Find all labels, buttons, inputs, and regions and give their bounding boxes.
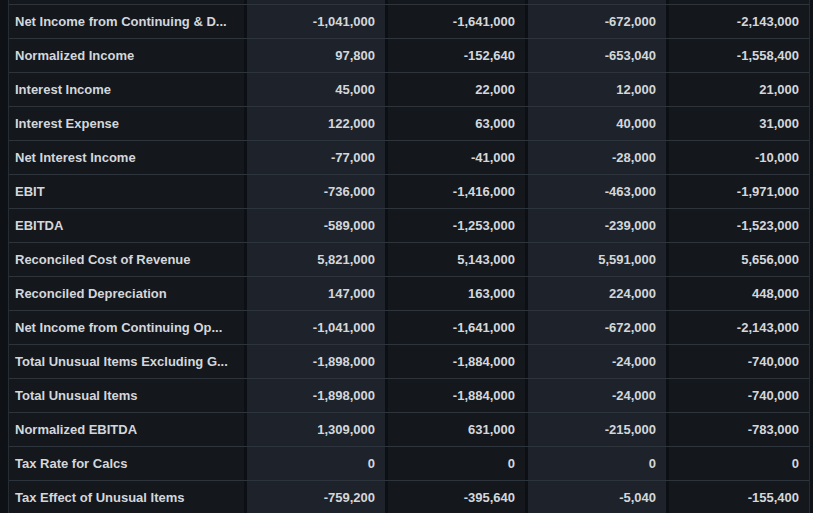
row-label-cell: [9, 0, 244, 4]
row-value: 12,000: [528, 73, 666, 106]
table-row[interactable]: Normalized EBITDA 1,309,000 631,000 -215…: [9, 412, 809, 446]
row-label: Reconciled Cost of Revenue: [9, 243, 244, 276]
row-value: 122,000: [247, 107, 385, 140]
row-value-cell: [388, 0, 525, 4]
row-value: -740,000: [669, 345, 809, 378]
row-value: -239,000: [528, 209, 666, 242]
row-value: 5,591,000: [528, 243, 666, 276]
table-row[interactable]: Tax Effect of Unusual Items -759,200 -39…: [9, 480, 809, 513]
row-value: 5,821,000: [247, 243, 385, 276]
row-label: Normalized Income: [9, 39, 244, 72]
row-label: Interest Income: [9, 73, 244, 106]
row-value: 5,143,000: [388, 243, 525, 276]
row-label: Interest Expense: [9, 107, 244, 140]
row-label: Net Interest Income: [9, 141, 244, 174]
row-value: -653,040: [528, 39, 666, 72]
table-row[interactable]: Interest Income 45,000 22,000 12,000 21,…: [9, 72, 809, 106]
row-value: -1,558,400: [669, 39, 809, 72]
table-row[interactable]: Tax Rate for Calcs 0 0 0 0: [9, 446, 809, 480]
row-value: -672,000: [528, 311, 666, 344]
row-label: Net Income from Continuing & D...: [9, 5, 244, 38]
row-value: 1,309,000: [247, 413, 385, 446]
row-label: Total Unusual Items: [9, 379, 244, 412]
row-value: -740,000: [669, 379, 809, 412]
table-row-partial: [9, 0, 809, 4]
table-row[interactable]: Net Income from Continuing & D... -1,041…: [9, 4, 809, 38]
row-value: -152,640: [388, 39, 525, 72]
row-value: -759,200: [247, 481, 385, 513]
row-value: -1,416,000: [388, 175, 525, 208]
row-value: -41,000: [388, 141, 525, 174]
row-value: 63,000: [388, 107, 525, 140]
row-value: -395,640: [388, 481, 525, 513]
row-value: -1,253,000: [388, 209, 525, 242]
row-label: Total Unusual Items Excluding G...: [9, 345, 244, 378]
row-value: -783,000: [669, 413, 809, 446]
row-value: -1,641,000: [388, 5, 525, 38]
row-value: -736,000: [247, 175, 385, 208]
row-value-cell: [528, 0, 666, 4]
table-row[interactable]: Total Unusual Items -1,898,000 -1,884,00…: [9, 378, 809, 412]
row-value: 0: [669, 447, 809, 480]
table-row[interactable]: Reconciled Cost of Revenue 5,821,000 5,1…: [9, 242, 809, 276]
row-value-cell: [669, 0, 809, 4]
row-value: 0: [388, 447, 525, 480]
row-value-cell: [247, 0, 385, 4]
row-value: 224,000: [528, 277, 666, 310]
row-value: -215,000: [528, 413, 666, 446]
row-value: -463,000: [528, 175, 666, 208]
table-row[interactable]: EBITDA -589,000 -1,253,000 -239,000 -1,5…: [9, 208, 809, 242]
row-value: 147,000: [247, 277, 385, 310]
row-value: 448,000: [669, 277, 809, 310]
row-value: 163,000: [388, 277, 525, 310]
row-label: Tax Rate for Calcs: [9, 447, 244, 480]
row-value: 0: [247, 447, 385, 480]
row-value: -24,000: [528, 379, 666, 412]
row-value: -1,884,000: [388, 345, 525, 378]
row-value: -672,000: [528, 5, 666, 38]
row-value: -589,000: [247, 209, 385, 242]
row-value: -1,041,000: [247, 5, 385, 38]
row-value: 45,000: [247, 73, 385, 106]
row-value: -1,523,000: [669, 209, 809, 242]
row-value: 21,000: [669, 73, 809, 106]
table-row[interactable]: Reconciled Depreciation 147,000 163,000 …: [9, 276, 809, 310]
row-value: -1,898,000: [247, 345, 385, 378]
row-label: EBIT: [9, 175, 244, 208]
row-value: -77,000: [247, 141, 385, 174]
row-value: 22,000: [388, 73, 525, 106]
table-row[interactable]: Interest Expense 122,000 63,000 40,000 3…: [9, 106, 809, 140]
row-value: -1,971,000: [669, 175, 809, 208]
table-row[interactable]: Normalized Income 97,800 -152,640 -653,0…: [9, 38, 809, 72]
row-label: EBITDA: [9, 209, 244, 242]
row-label: Normalized EBITDA: [9, 413, 244, 446]
table-row[interactable]: Net Interest Income -77,000 -41,000 -28,…: [9, 140, 809, 174]
row-value: 31,000: [669, 107, 809, 140]
row-value: -1,884,000: [388, 379, 525, 412]
row-value: -2,143,000: [669, 311, 809, 344]
row-value: -1,641,000: [388, 311, 525, 344]
row-value: 5,656,000: [669, 243, 809, 276]
table-row[interactable]: Net Income from Continuing Op... -1,041,…: [9, 310, 809, 344]
row-value: -155,400: [669, 481, 809, 513]
table-row[interactable]: Total Unusual Items Excluding G... -1,89…: [9, 344, 809, 378]
financial-statement-table: Net Income from Continuing & D... -1,041…: [8, 0, 810, 513]
row-value: 40,000: [528, 107, 666, 140]
row-value: 631,000: [388, 413, 525, 446]
row-value: -10,000: [669, 141, 809, 174]
row-label: Reconciled Depreciation: [9, 277, 244, 310]
row-value: -1,898,000: [247, 379, 385, 412]
row-value: -5,040: [528, 481, 666, 513]
row-value: 0: [528, 447, 666, 480]
table-row[interactable]: EBIT -736,000 -1,416,000 -463,000 -1,971…: [9, 174, 809, 208]
row-value: -28,000: [528, 141, 666, 174]
row-value: -1,041,000: [247, 311, 385, 344]
row-value: -24,000: [528, 345, 666, 378]
row-label: Net Income from Continuing Op...: [9, 311, 244, 344]
row-value: 97,800: [247, 39, 385, 72]
row-value: -2,143,000: [669, 5, 809, 38]
row-label: Tax Effect of Unusual Items: [9, 481, 244, 513]
